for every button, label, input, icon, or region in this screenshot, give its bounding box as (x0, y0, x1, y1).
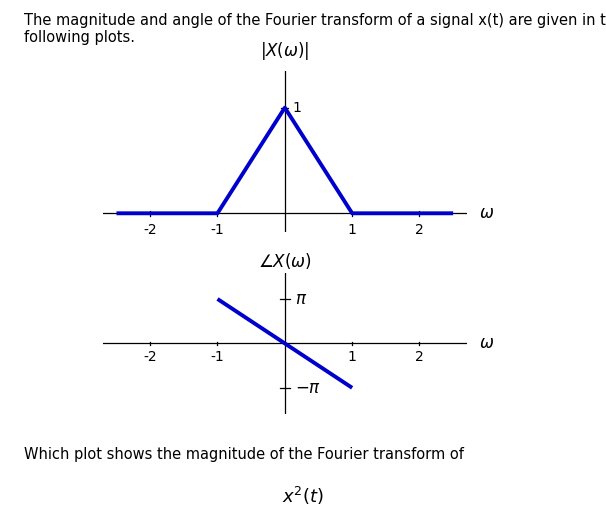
Text: $\pi$: $\pi$ (295, 290, 307, 308)
Text: $\omega$: $\omega$ (479, 334, 494, 352)
Text: -2: -2 (144, 350, 157, 364)
Text: $\angle X(\omega)$: $\angle X(\omega)$ (258, 250, 311, 271)
Text: 1: 1 (348, 350, 356, 364)
Text: 2: 2 (415, 350, 424, 364)
Text: -1: -1 (211, 350, 224, 364)
Text: $-\pi$: $-\pi$ (295, 379, 321, 397)
Text: 1: 1 (293, 100, 302, 115)
Text: The magnitude and angle of the Fourier transform of a signal x(t) are given in t: The magnitude and angle of the Fourier t… (24, 13, 606, 45)
Text: $\omega$: $\omega$ (479, 205, 494, 222)
Text: $x^2(t)$: $x^2(t)$ (282, 485, 324, 505)
Text: 1: 1 (348, 223, 356, 237)
Text: -1: -1 (211, 223, 224, 237)
Text: $|X(\omega)|$: $|X(\omega)|$ (260, 40, 310, 62)
Text: -2: -2 (144, 223, 157, 237)
Text: 2: 2 (415, 223, 424, 237)
Text: Which plot shows the magnitude of the Fourier transform of: Which plot shows the magnitude of the Fo… (24, 447, 464, 462)
